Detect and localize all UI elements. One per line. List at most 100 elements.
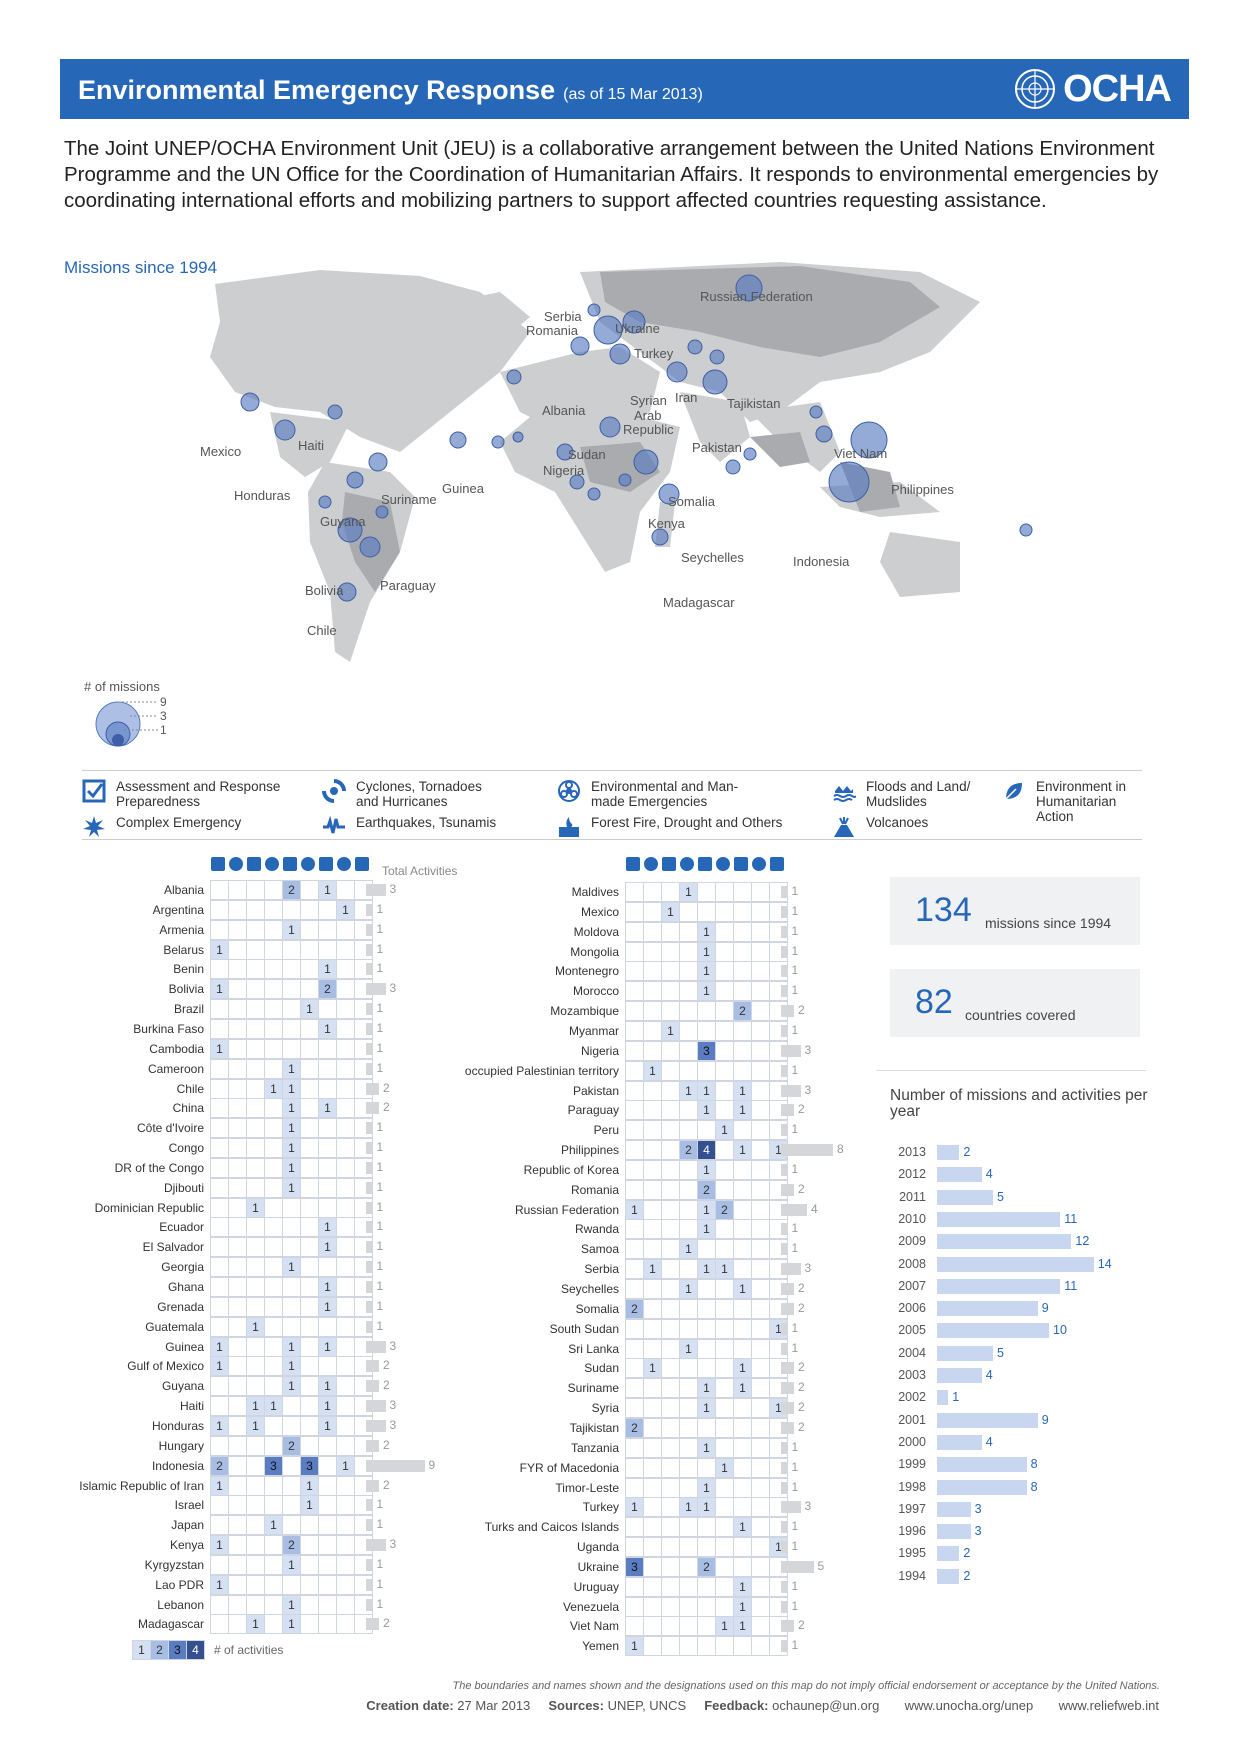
country-name: Seychelles — [560, 1282, 619, 1296]
activity-cell: 1 — [318, 959, 337, 980]
year-bar — [937, 1189, 993, 1205]
total-value: 1 — [791, 1122, 799, 1137]
activity-cell — [679, 1001, 698, 1022]
activity-cell — [625, 961, 644, 982]
activity-cell — [715, 1517, 734, 1538]
activity-cell: 1 — [697, 1219, 716, 1240]
total-bar — [366, 983, 386, 996]
earthquake-icon — [323, 815, 345, 834]
total-value: 1 — [376, 1576, 384, 1591]
total-bar — [781, 1064, 788, 1077]
activity-cell: 1 — [264, 1396, 283, 1417]
activity-cell — [697, 1636, 716, 1657]
total-bar — [366, 1022, 373, 1035]
total-value: 1 — [376, 1159, 384, 1174]
activity-cell — [354, 959, 373, 980]
map-title: Missions since 1994 — [64, 258, 218, 277]
total-value: 1 — [376, 1219, 384, 1234]
activity-cell — [336, 1257, 355, 1278]
activity-cell — [264, 899, 283, 920]
activity-cell — [210, 1118, 229, 1139]
activity-cell — [228, 1554, 247, 1575]
activity-cell — [715, 961, 734, 982]
activity-cell — [661, 981, 680, 1002]
map-label: Ukraine — [615, 321, 660, 336]
country-name: Uruguay — [573, 1579, 619, 1594]
activity-cell — [246, 899, 265, 920]
activity-cell — [318, 1475, 337, 1496]
legend-assessment: Assessment and Response Preparedness — [82, 779, 296, 809]
year-value: 2 — [963, 1145, 971, 1159]
total-value: 2 — [798, 1618, 805, 1633]
map-label: Haiti — [298, 438, 324, 453]
activity-cell — [246, 1277, 265, 1297]
activity-cell — [282, 1018, 301, 1039]
activity-cell — [643, 1239, 662, 1260]
activity-cell: 1 — [733, 1596, 752, 1617]
activity-cell — [679, 1318, 698, 1339]
activity-cell — [769, 961, 788, 982]
legend-floods: Floods and Land/ Mudslides — [832, 779, 986, 809]
activity-cell — [769, 1120, 788, 1141]
activity-cell — [228, 1296, 247, 1317]
country-name: Venezuela — [562, 1599, 619, 1614]
total-bar — [781, 1580, 788, 1593]
total-bar — [366, 903, 373, 916]
activity-cell — [679, 921, 698, 942]
activity-cell — [228, 1574, 247, 1595]
biohazard-icon — [558, 780, 580, 802]
total-value: 1 — [791, 1519, 799, 1534]
missions-count: 134 — [915, 891, 972, 929]
table-row: 1 — [625, 1576, 788, 1597]
activity-cell — [210, 1435, 229, 1456]
map-label: Arab — [634, 408, 661, 423]
legend-fire: Forest Fire, Drought and Others — [557, 815, 782, 839]
logo-text: OCHA — [1063, 67, 1172, 110]
map-label: Iran — [675, 390, 697, 405]
total-value: 1 — [376, 901, 384, 916]
activity-cell — [661, 961, 680, 982]
activity-cell — [643, 1517, 662, 1538]
activity-cell — [733, 1318, 752, 1339]
activity-cell — [661, 1457, 680, 1478]
country-name: Kyrgyzstan — [144, 1557, 204, 1572]
country-name: Serbia — [584, 1262, 619, 1277]
activity-cell — [769, 1239, 788, 1260]
missions-stat: 134 missions since 1994 — [890, 877, 1140, 945]
activity-cell — [300, 1535, 319, 1556]
activity-cell: 1 — [210, 1475, 229, 1496]
total-bar — [366, 943, 373, 956]
reliefweb-link[interactable]: www.reliefweb.int — [1058, 1698, 1159, 1713]
activity-cell: 1 — [697, 1497, 716, 1518]
total-value: 2 — [383, 1437, 390, 1452]
year-value: 2 — [963, 1546, 971, 1561]
activity-cell — [300, 1098, 319, 1119]
activity-cell: 3 — [697, 1040, 716, 1061]
total-bar — [781, 1024, 788, 1037]
country-name: Georgia — [161, 1260, 204, 1275]
unocha-link[interactable]: www.unocha.org/unep — [904, 1698, 1034, 1713]
activity-cell — [643, 1457, 662, 1478]
activity-cell: 1 — [697, 1398, 716, 1419]
country-name: Somalia — [575, 1301, 619, 1316]
activity-cell — [733, 1338, 752, 1359]
activity-cell — [715, 1378, 734, 1399]
total-activities-header: Total Activities — [382, 864, 458, 878]
total-value: 3 — [389, 882, 397, 896]
map-label: Pakistan — [692, 440, 742, 455]
activity-cell — [625, 1279, 644, 1299]
activity-cell — [354, 1554, 373, 1575]
activity-cell — [300, 1515, 319, 1536]
activity-cell — [228, 1495, 247, 1516]
total-bar — [366, 1499, 373, 1512]
activity-cell: 1 — [282, 1138, 301, 1159]
activity-cell — [769, 1338, 788, 1359]
activity-cell — [228, 1118, 247, 1139]
activity-cell — [228, 1316, 247, 1337]
activity-cell — [354, 1157, 373, 1178]
feedback-email[interactable]: ochaunep@un.org — [772, 1698, 880, 1713]
activity-cell: 1 — [246, 1316, 265, 1337]
